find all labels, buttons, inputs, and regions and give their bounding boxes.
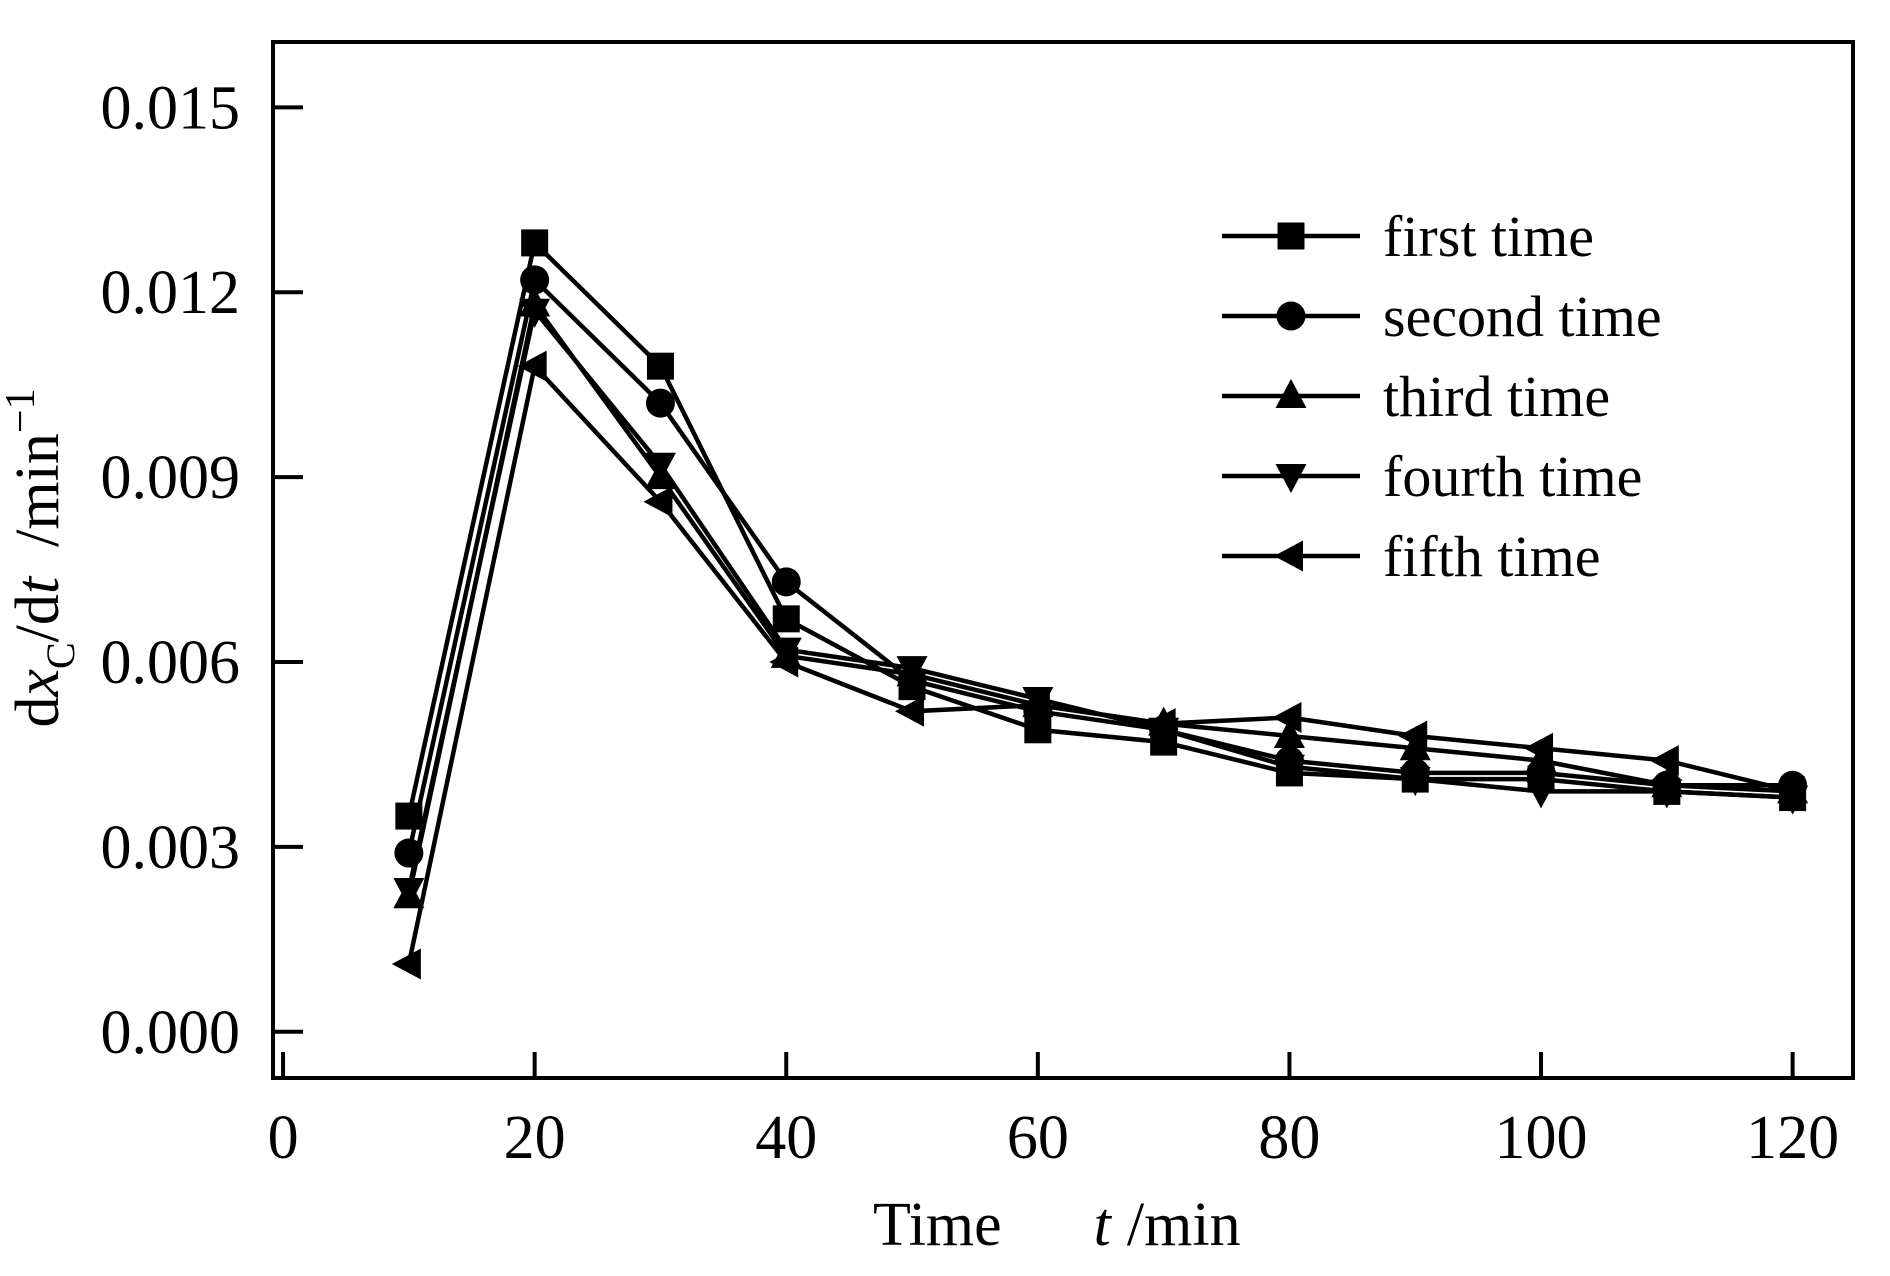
triangle-down-marker-icon <box>770 637 802 667</box>
x-axis-tick-label: 40 <box>755 1104 817 1172</box>
x-axis-tick-label: 60 <box>1007 1104 1069 1172</box>
triangle-up-marker-icon <box>1273 718 1305 748</box>
circle-marker-icon <box>771 567 801 597</box>
triangle-left-marker-icon <box>1020 689 1050 721</box>
y-axis-tick-label: 0.003 <box>101 814 241 882</box>
triangle-left-marker-icon <box>1775 775 1805 807</box>
y-axis-tick-label: 0.009 <box>101 444 241 512</box>
triangle-down-marker-icon <box>519 298 551 328</box>
y-axis-tick-label: 0.000 <box>101 999 241 1067</box>
legend-item-fourth-time: fourth time <box>1222 444 1642 509</box>
x-axis-tick-label: 120 <box>1746 1104 1839 1172</box>
x-axis-tick-label: 20 <box>504 1104 566 1172</box>
series-first-time-line <box>406 238 1793 817</box>
circle-marker-icon <box>645 388 675 418</box>
legend-item-fifth-time: fifth time <box>1222 524 1600 589</box>
legend: first time second time third time fourth ti… <box>1222 204 1662 589</box>
triangle-left-icon <box>1274 540 1303 572</box>
triangle-up-marker-icon <box>1525 743 1557 773</box>
triangle-up-icon <box>1275 379 1307 408</box>
legend-label: fourth time <box>1383 444 1642 509</box>
square-marker-icon <box>772 605 800 633</box>
triangle-down-marker-icon <box>896 656 928 686</box>
triangle-left-marker-icon <box>1524 732 1554 764</box>
triangle-down-marker-icon <box>1399 767 1431 797</box>
x-axis-tick-label: 0 <box>268 1104 299 1172</box>
square-marker-icon <box>646 352 674 380</box>
legend-item-third-time: third time <box>1222 364 1610 429</box>
y-axis-tick-label: 0.006 <box>101 629 241 697</box>
data-series <box>391 229 1809 980</box>
series-fifth-time <box>391 350 1805 980</box>
series-fifth-time-line <box>406 361 1794 965</box>
triangle-left-marker-icon <box>643 486 673 518</box>
triangle-down-marker-icon <box>393 878 425 908</box>
axis-ticks: 0 20 40 60 80 100 120 0.000 0.003 0.006 0.009 0.012… <box>101 74 1840 1172</box>
x-axis-title: Time t/min <box>873 1191 1241 1259</box>
circle-marker-icon <box>520 265 550 295</box>
series-second-time-line <box>406 275 1793 854</box>
triangle-left-marker-icon <box>391 948 421 980</box>
legend-item-second-time: second time <box>1222 284 1662 349</box>
triangle-down-marker-icon <box>1525 779 1557 809</box>
triangle-left-marker-icon <box>1649 745 1679 777</box>
square-icon <box>1277 222 1305 250</box>
square-marker-icon <box>521 229 549 257</box>
legend-label: second time <box>1383 284 1662 349</box>
triangle-left-marker-icon <box>1272 701 1302 733</box>
triangle-down-marker-icon <box>1273 754 1305 784</box>
triangle-left-marker-icon <box>517 350 547 382</box>
y-axis-title: dxC/dt/min−1 <box>0 388 83 727</box>
plot-border <box>271 40 1855 1080</box>
triangle-down-marker-icon <box>1651 779 1683 809</box>
triangle-left-marker-icon <box>1146 708 1176 740</box>
triangle-up-marker-icon <box>1399 731 1431 761</box>
legend-label: first time <box>1383 204 1594 269</box>
triangle-left-marker-icon <box>895 695 925 727</box>
legend-item-first-time: first time <box>1222 204 1594 269</box>
triangle-down-icon <box>1275 464 1307 493</box>
legend-label: fifth time <box>1383 524 1600 589</box>
x-axis-tick-label: 100 <box>1495 1104 1588 1172</box>
circle-icon <box>1276 301 1306 331</box>
triangle-left-marker-icon <box>1398 720 1428 752</box>
triangle-left-marker-icon <box>769 646 799 678</box>
legend-label: third time <box>1383 364 1610 429</box>
y-axis-tick-label: 0.015 <box>101 74 241 142</box>
x-axis-tick-label: 80 <box>1258 1104 1320 1172</box>
y-axis-tick-label: 0.012 <box>101 259 241 327</box>
triangle-down-marker-icon <box>644 452 676 482</box>
